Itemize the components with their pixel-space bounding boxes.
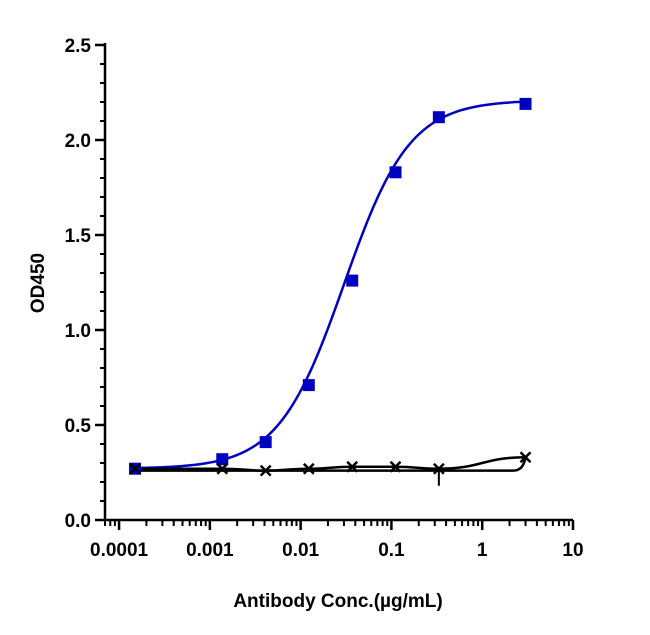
series-2-point [389,460,402,473]
series-1-point [519,97,532,110]
series-1-fit-line [135,100,526,470]
series-1-point [389,166,402,179]
y-tick-label: 1.0 [65,321,91,342]
y-tick-label: 0.5 [65,416,92,437]
y-tick-label: 2.0 [65,131,91,152]
x-axis-title: Antibody Conc.(µg/mL) [233,591,442,612]
fit-curves [135,100,527,472]
y-tick-label: 0.0 [65,511,91,532]
series-1-point [216,453,229,466]
series-2-point [259,464,272,477]
x-tick-label: 0.0001 [90,540,149,561]
y-tick-label: 2.5 [65,36,92,57]
series-2-point [302,462,315,475]
axes [103,43,573,522]
y-axis-title: OD450 [28,253,49,313]
x-tick-label: 1 [477,540,488,561]
series-1-point [302,379,315,392]
series-2-point [216,462,229,475]
x-tick-label: 10 [562,540,583,561]
series-3-fit-line [135,457,527,472]
x-tick-label: 0.1 [378,540,405,561]
series-2-point [519,451,532,464]
markers [129,97,532,486]
ticks [95,43,575,530]
x-tick-label: 0.001 [186,540,234,561]
x-tick-label: 0.01 [282,540,319,561]
tick-labels: 0.0 0.5 1.0 1.5 2.0 2.5 0.0001 0.001 0.01 0.1 1 10 [65,36,584,561]
y-tick-label: 1.5 [65,226,92,247]
series-1-point [432,111,445,124]
series-2-point [346,460,359,473]
series-2-point [129,462,141,475]
series-1-point [346,274,359,287]
series-1-point [259,436,272,449]
